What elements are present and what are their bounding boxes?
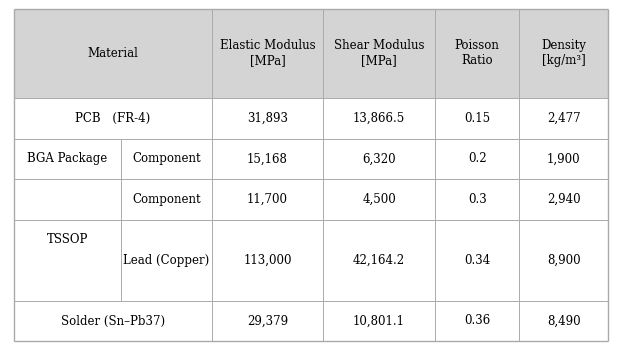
Bar (519, 179, 608, 219)
Bar (323, 98, 435, 139)
Text: 15,168: 15,168 (247, 152, 288, 165)
Bar (211, 9, 323, 98)
Bar (211, 301, 323, 341)
Bar (435, 9, 519, 98)
Text: 10,801.1: 10,801.1 (353, 315, 405, 328)
Text: 31,893: 31,893 (247, 112, 288, 125)
Text: 2,477: 2,477 (547, 112, 581, 125)
Text: 0.15: 0.15 (464, 112, 490, 125)
Bar (121, 179, 211, 219)
Bar (211, 98, 323, 139)
Bar (14, 98, 211, 139)
Text: BGA Package: BGA Package (27, 152, 108, 165)
Bar (519, 219, 608, 301)
Text: Shear Modulus
[MPa]: Shear Modulus [MPa] (334, 39, 424, 67)
Text: 8,490: 8,490 (547, 315, 581, 328)
Text: 113,000: 113,000 (243, 254, 292, 267)
Bar (14, 301, 211, 341)
Bar (519, 301, 608, 341)
Text: Lead (Copper): Lead (Copper) (123, 254, 210, 267)
Bar (323, 139, 435, 179)
Text: PCB (FR‑4): PCB (FR‑4) (75, 112, 151, 125)
Bar (323, 179, 435, 219)
Text: 0.3: 0.3 (468, 193, 486, 206)
Bar (519, 139, 608, 179)
Text: Elastic Modulus
[MPa]: Elastic Modulus [MPa] (220, 39, 315, 67)
Text: Material: Material (87, 47, 138, 60)
Text: 4,500: 4,500 (362, 193, 396, 206)
Text: 0.36: 0.36 (464, 315, 490, 328)
Bar (323, 9, 435, 98)
Text: 11,700: 11,700 (247, 193, 288, 206)
Text: Solder (Sn–Pb37): Solder (Sn–Pb37) (60, 315, 165, 328)
Bar (14, 139, 121, 179)
Bar (435, 179, 519, 219)
Text: Component: Component (132, 193, 201, 206)
Bar (121, 219, 211, 301)
Text: 13,866.5: 13,866.5 (353, 112, 405, 125)
Bar (211, 179, 323, 219)
Bar (519, 98, 608, 139)
Bar (435, 301, 519, 341)
Text: 0.2: 0.2 (468, 152, 486, 165)
Text: 29,379: 29,379 (247, 315, 288, 328)
Bar (519, 9, 608, 98)
Text: TSSOP: TSSOP (47, 233, 88, 246)
Text: 1,900: 1,900 (547, 152, 581, 165)
Bar (121, 139, 211, 179)
Bar (435, 98, 519, 139)
Text: Density
[kg/m³]: Density [kg/m³] (541, 39, 587, 67)
Bar (211, 139, 323, 179)
Bar (435, 219, 519, 301)
Text: 2,940: 2,940 (547, 193, 581, 206)
Text: Poisson
Ratio: Poisson Ratio (455, 39, 499, 67)
Bar (323, 219, 435, 301)
Text: Component: Component (132, 152, 201, 165)
Bar (211, 219, 323, 301)
Text: 42,164.2: 42,164.2 (353, 254, 405, 267)
Bar (435, 139, 519, 179)
Text: 0.34: 0.34 (464, 254, 490, 267)
Text: 6,320: 6,320 (362, 152, 396, 165)
Bar (14, 9, 211, 98)
Bar (14, 179, 121, 301)
Text: 8,900: 8,900 (547, 254, 581, 267)
Bar (323, 301, 435, 341)
